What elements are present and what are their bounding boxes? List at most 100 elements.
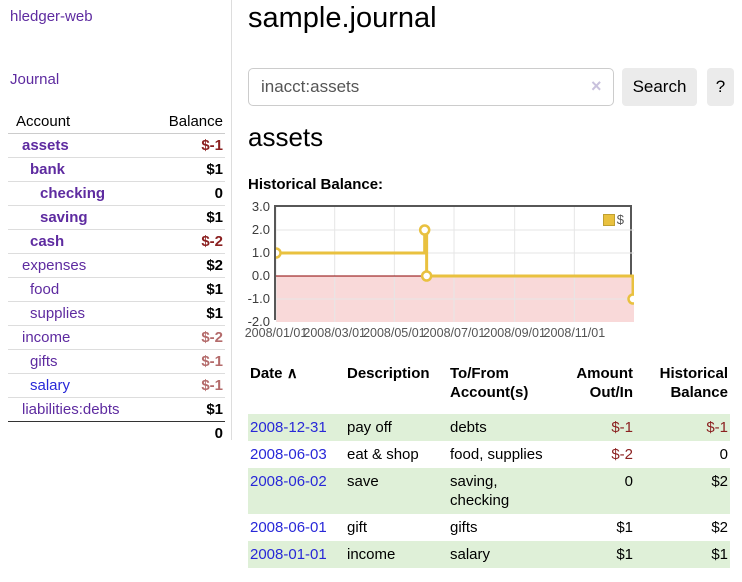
chart-plot-area: $ (274, 205, 634, 322)
accounts-header-account: Account (8, 110, 153, 134)
sidebar-account-link[interactable]: gifts (30, 353, 58, 370)
data-point-marker (418, 224, 431, 236)
accounts-table: Account Balance assets $-1 bank $1 checking 0… (8, 110, 225, 445)
sidebar-account-link[interactable]: salary (30, 377, 71, 394)
account-balance: $-1 (152, 349, 225, 374)
account-balance: $1 (152, 157, 225, 182)
register-balance: $1 (711, 546, 728, 564)
register-description: eat & shop (347, 446, 419, 464)
data-point-marker (420, 270, 433, 282)
spacer (8, 421, 153, 445)
register-header-description: Description (347, 365, 430, 382)
register-balance: $-1 (706, 419, 728, 437)
account-row: liabilities:debts $1 (8, 397, 225, 422)
account-balance: $-1 (152, 133, 225, 158)
register-description: save (347, 473, 379, 491)
sidebar-account-link[interactable]: bank (30, 161, 66, 178)
legend-swatch-icon (602, 213, 615, 226)
register-accounts: food, supplies (450, 446, 543, 464)
account-row: salary $-1 (8, 373, 225, 398)
sidebar-account-link[interactable]: cash (30, 233, 65, 250)
search-form: × Search ? (248, 68, 734, 106)
register-amount: $1 (616, 519, 633, 537)
account-row: food $1 (8, 277, 225, 302)
sidebar-account-link[interactable]: saving (40, 209, 88, 226)
register-row: 2008-06-03 eat & shop food, supplies $-2 0 (248, 441, 730, 468)
register-balance: 0 (719, 446, 728, 464)
register-header-amount-line2: Out/In (589, 384, 633, 402)
register-description: pay off (347, 419, 392, 437)
register-row: 2008-06-02 save saving, checking 0 $2 (248, 468, 730, 515)
sidebar-account-link[interactable]: assets (22, 137, 69, 154)
register-date-link[interactable]: 2008-12-31 (250, 419, 327, 437)
y-tick-label: 3.0 (251, 199, 270, 214)
account-row: bank $1 (8, 157, 225, 182)
register-header-amount: Amount Out/In (560, 360, 635, 414)
x-tick-label: 2008/09/01 (483, 326, 546, 340)
account-balance: $1 (152, 205, 225, 230)
register-amount: 0 (624, 473, 633, 491)
register-accounts: gifts (450, 519, 478, 537)
account-balance: $-2 (152, 325, 225, 350)
register-date-link[interactable]: 2008-06-01 (250, 519, 327, 537)
register-date-link[interactable]: 2008-06-02 (250, 473, 327, 491)
x-tick-label: 2008/03/01 (303, 326, 366, 340)
chart-svg (276, 207, 634, 322)
account-balance: $2 (152, 253, 225, 278)
account-title: assets (248, 122, 324, 152)
register-date-link[interactable]: 2008-06-03 (250, 446, 327, 464)
search-input[interactable] (248, 68, 614, 106)
register-header-accounts-line2: Account(s) (450, 384, 529, 402)
data-point-marker (627, 293, 634, 305)
register-header-row: Date ∧ Description To/From Account(s) Am… (248, 360, 730, 414)
register-description: gift (347, 519, 368, 537)
register-table: Date ∧ Description To/From Account(s) Am… (248, 360, 730, 569)
sidebar-account-link[interactable]: expenses (22, 257, 87, 274)
account-row: income $-2 (8, 325, 225, 350)
sidebar-account-link[interactable]: liabilities:debts (22, 401, 120, 418)
register-accounts: debts (450, 419, 487, 437)
y-tick-label: 2.0 (251, 222, 270, 237)
chart-legend: $ (600, 211, 626, 228)
register-header-accounts: To/From Account(s) (448, 360, 560, 414)
account-row: cash $-2 (8, 229, 225, 254)
account-row: saving $1 (8, 205, 225, 230)
register-header-balance-line2: Balance (670, 384, 728, 402)
chart-heading: Historical Balance: (248, 176, 384, 193)
y-tick-label: -2.0 (247, 314, 270, 329)
x-tick-label: 2008/11/01 (543, 326, 606, 340)
search-button[interactable]: Search (622, 68, 697, 106)
brand-link[interactable]: hledger-web (10, 8, 93, 25)
sidebar-account-link[interactable]: checking (40, 185, 106, 202)
clear-search-icon[interactable]: × (591, 76, 602, 96)
account-balance: $1 (152, 277, 225, 302)
accounts-header-balance: Balance (152, 110, 225, 134)
sidebar-item-journal[interactable]: Journal (10, 71, 60, 88)
help-button[interactable]: ? (707, 68, 734, 106)
account-balance: $-2 (152, 229, 225, 254)
sidebar-account-link[interactable]: income (22, 329, 71, 346)
data-point-marker (276, 247, 282, 259)
register-header-balance-line1: Historical (659, 365, 728, 382)
register-amount: $-1 (611, 419, 633, 437)
y-tick-label: 0.0 (251, 268, 270, 283)
accounts-total-balance: 0 (152, 421, 225, 445)
register-row: 2008-01-01 income salary $1 $1 (248, 541, 730, 569)
account-balance: $1 (152, 301, 225, 326)
account-row: expenses $2 (8, 253, 225, 278)
account-row: supplies $1 (8, 301, 225, 326)
register-header-date[interactable]: Date ∧ (248, 360, 345, 414)
page-title: sample.journal (248, 2, 437, 34)
sidebar: hledger-web Journal Account Balance asse… (0, 0, 232, 445)
legend-label: $ (616, 212, 624, 227)
register-header-accounts-line1: To/From (450, 365, 509, 382)
sidebar-account-link[interactable]: supplies (30, 305, 86, 322)
register-date-link[interactable]: 2008-01-01 (250, 546, 327, 564)
account-row: gifts $-1 (8, 349, 225, 374)
account-row: assets $-1 (8, 133, 225, 158)
sidebar-account-link[interactable]: food (30, 281, 60, 298)
x-tick-label: 2008/01/01 (244, 326, 308, 340)
accounts-header-row: Account Balance (8, 110, 225, 134)
register-amount: $1 (616, 546, 633, 564)
account-balance: $1 (152, 397, 225, 422)
